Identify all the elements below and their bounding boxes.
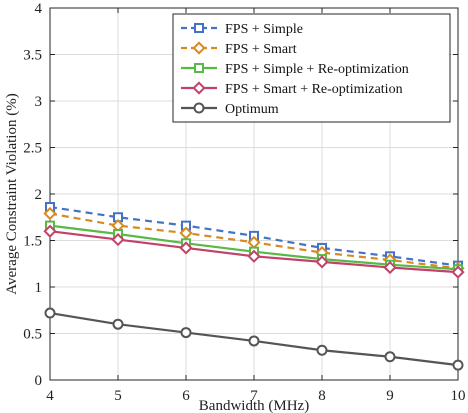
y-tick-label: 2 <box>35 187 43 203</box>
series-3 <box>43 224 465 279</box>
data-point <box>43 224 57 238</box>
legend-item: FPS + Smart <box>181 41 297 57</box>
x-tick-label: 9 <box>386 388 394 404</box>
y-axis-ticks: 0 0.5 1 1.5 2 2.5 3 3.5 4 <box>23 1 458 389</box>
y-tick-label: 1 <box>35 280 43 296</box>
x-tick-label: 4 <box>46 388 54 404</box>
legend: FPS + Simple FPS + Smart FPS + Simple + Re… <box>172 13 451 123</box>
legend-label: FPS + Smart <box>225 42 297 57</box>
y-tick-label: 0.5 <box>23 327 42 343</box>
data-point <box>316 344 328 356</box>
series-4 <box>44 307 464 371</box>
data-point <box>112 318 124 330</box>
legend-label: Optimum <box>225 102 279 117</box>
legend-item: Optimum <box>181 102 279 117</box>
data-point <box>451 265 465 279</box>
y-axis-label: Average Constraint Violation (%) <box>4 93 20 294</box>
y-tick-label: 2.5 <box>23 141 42 157</box>
y-tick-label: 4 <box>35 1 43 17</box>
y-tick-label: 3.5 <box>23 48 42 64</box>
data-point <box>315 255 329 269</box>
legend-label: FPS + Simple <box>225 22 303 37</box>
data-point <box>452 359 464 371</box>
data-point <box>383 260 397 275</box>
legend-marker <box>192 81 206 95</box>
y-tick-label: 0 <box>35 373 43 389</box>
data-point <box>44 307 56 319</box>
x-tick-label: 5 <box>114 388 122 404</box>
data-point <box>111 232 125 247</box>
y-tick-label: 1.5 <box>23 234 42 250</box>
legend-item: FPS + Smart + Re-optimization <box>181 81 403 97</box>
legend-label: FPS + Smart + Re-optimization <box>225 82 403 97</box>
legend-marker <box>194 23 204 33</box>
legend-marker <box>192 41 206 55</box>
legend-item: FPS + Simple + Re-optimization <box>181 62 409 77</box>
legend-box <box>172 13 451 123</box>
x-tick-label: 10 <box>451 388 466 404</box>
legend-marker <box>193 102 205 114</box>
series-lines <box>43 202 465 371</box>
x-tick-label: 7 <box>250 388 258 404</box>
y-tick-label: 3 <box>35 94 43 110</box>
legend-marker <box>194 63 204 73</box>
x-tick-label: 8 <box>318 388 326 404</box>
x-tick-label: 6 <box>182 388 190 404</box>
data-point <box>43 206 57 221</box>
data-point <box>180 327 192 339</box>
legend-label: FPS + Simple + Re-optimization <box>225 62 409 77</box>
data-point <box>247 249 261 263</box>
legend-item: FPS + Simple <box>181 22 303 37</box>
data-point <box>179 241 193 255</box>
x-axis-ticks: 4 5 6 7 8 9 10 <box>46 8 466 404</box>
x-axis-label: Bandwidth (MHz) <box>199 398 309 413</box>
data-point <box>384 351 396 363</box>
data-point <box>248 335 260 347</box>
data-point <box>179 226 193 240</box>
